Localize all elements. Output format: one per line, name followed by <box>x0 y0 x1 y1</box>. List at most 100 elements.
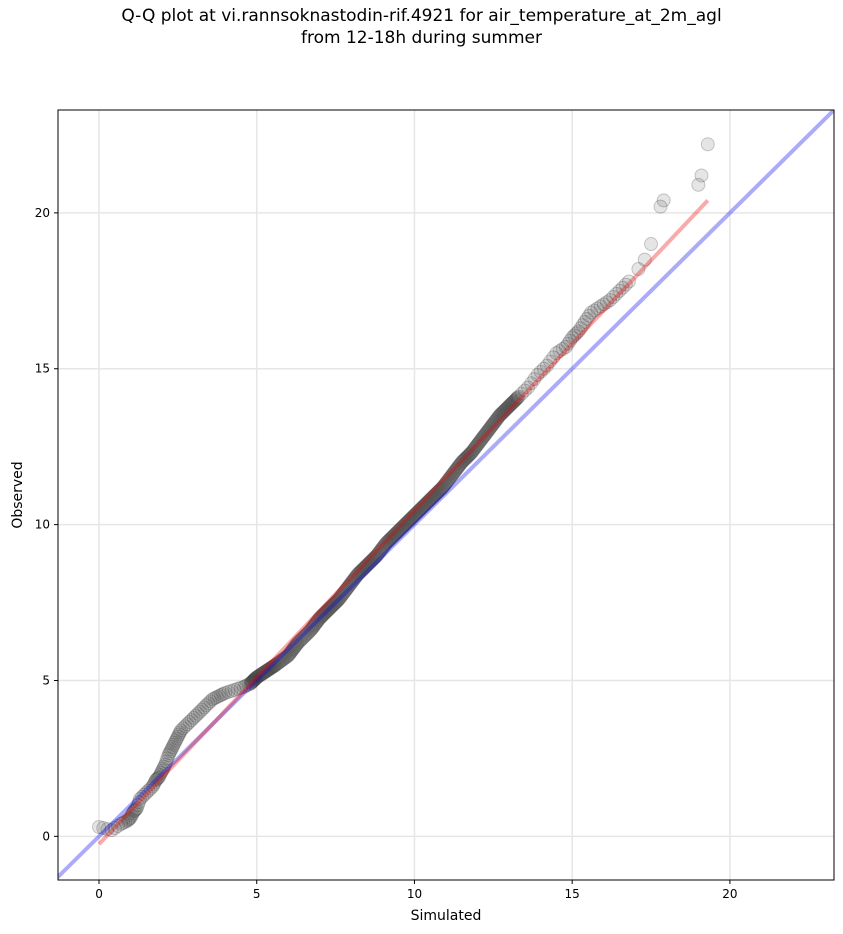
qq-point <box>418 497 433 512</box>
qq-point <box>203 694 218 709</box>
qq-point <box>252 668 267 683</box>
qq-point <box>391 524 406 539</box>
y-tick-label: 0 <box>42 829 50 843</box>
qq-point <box>192 704 207 719</box>
plot-frame <box>57 109 835 881</box>
qq-point <box>400 514 415 529</box>
qq-point <box>126 804 141 819</box>
qq-point <box>380 535 395 550</box>
qq-point <box>511 389 526 404</box>
qq-point <box>453 456 468 471</box>
qq-point <box>309 614 324 629</box>
qq-point <box>169 731 184 746</box>
y-axis-label: Observed <box>10 461 26 528</box>
qq-point <box>433 483 448 498</box>
qq-point <box>333 589 348 604</box>
qq-point <box>509 391 524 406</box>
qq-point <box>485 418 500 433</box>
qq-point <box>374 542 389 557</box>
qq-point <box>127 803 142 818</box>
qq-point <box>700 137 715 152</box>
qq-point <box>110 818 125 833</box>
qq-point <box>162 746 177 761</box>
qq-point <box>282 647 297 662</box>
qq-point <box>401 513 416 528</box>
qq-point <box>96 821 111 836</box>
qq-point <box>478 427 493 442</box>
qq-point <box>422 493 437 508</box>
qq-point <box>295 631 310 646</box>
qq-point <box>159 754 174 769</box>
qq-point <box>406 509 421 524</box>
qq-point <box>498 402 513 417</box>
qq-point <box>188 708 203 723</box>
qq-point <box>350 567 365 582</box>
qq-point <box>435 480 450 495</box>
qq-point <box>431 484 446 499</box>
qq-point <box>615 280 630 295</box>
qq-point <box>284 644 299 659</box>
qq-point <box>653 199 668 214</box>
x-tick-label: 15 <box>565 887 580 901</box>
qq-point <box>104 823 119 838</box>
qq-point <box>469 438 484 453</box>
chart-title-line-1: Q-Q plot at vi.rannsoknastodin-rif.4921 … <box>121 6 722 26</box>
qq-point <box>310 613 325 628</box>
qq-point <box>254 667 269 682</box>
qq-point <box>472 434 487 449</box>
qq-point <box>359 559 374 574</box>
qq-point <box>116 815 131 830</box>
qq-point <box>450 461 465 476</box>
qq-point <box>441 472 456 487</box>
qq-point <box>186 710 201 725</box>
qq-point <box>448 463 463 478</box>
qq-point <box>313 610 328 625</box>
qq-point <box>596 297 611 312</box>
qq-point <box>233 680 248 695</box>
qq-point <box>319 604 334 619</box>
qq-point <box>346 572 361 587</box>
qq-point <box>168 733 183 748</box>
qq-point <box>500 401 515 416</box>
qq-point <box>328 595 343 610</box>
qq-point <box>176 721 191 736</box>
qq-point <box>264 660 279 675</box>
qq-point <box>546 350 561 365</box>
qq-point <box>396 519 411 534</box>
qq-point <box>118 814 133 829</box>
qq-point <box>307 618 322 633</box>
qq-point <box>244 675 259 690</box>
qq-point <box>514 386 529 401</box>
qq-point <box>394 521 409 536</box>
qq-point <box>277 651 292 666</box>
qq-point <box>382 532 397 547</box>
qq-point <box>473 433 488 448</box>
qq-point <box>457 452 472 467</box>
qq-point <box>370 547 385 562</box>
qq-point <box>521 380 536 395</box>
qq-point <box>323 600 338 615</box>
qq-point <box>577 314 592 329</box>
qq-point <box>413 502 428 517</box>
qq-point <box>386 528 401 543</box>
qq-point <box>124 808 139 823</box>
qq-point <box>259 664 274 679</box>
qq-point <box>539 358 554 373</box>
qq-point <box>156 761 171 776</box>
qq-point <box>305 621 320 636</box>
qq-point <box>443 470 458 485</box>
qq-point <box>335 587 350 602</box>
qq-point <box>292 634 307 649</box>
qq-point <box>146 777 161 792</box>
qq-point <box>458 451 473 466</box>
qq-point <box>339 582 354 597</box>
qq-point <box>452 457 467 472</box>
qq-point <box>445 467 460 482</box>
qq-point <box>495 405 510 420</box>
qq-point <box>631 261 646 276</box>
qq-point <box>599 295 614 310</box>
qq-point <box>326 598 341 613</box>
qq-point <box>286 642 301 657</box>
qq-point <box>466 443 481 458</box>
qq-point <box>331 592 346 607</box>
